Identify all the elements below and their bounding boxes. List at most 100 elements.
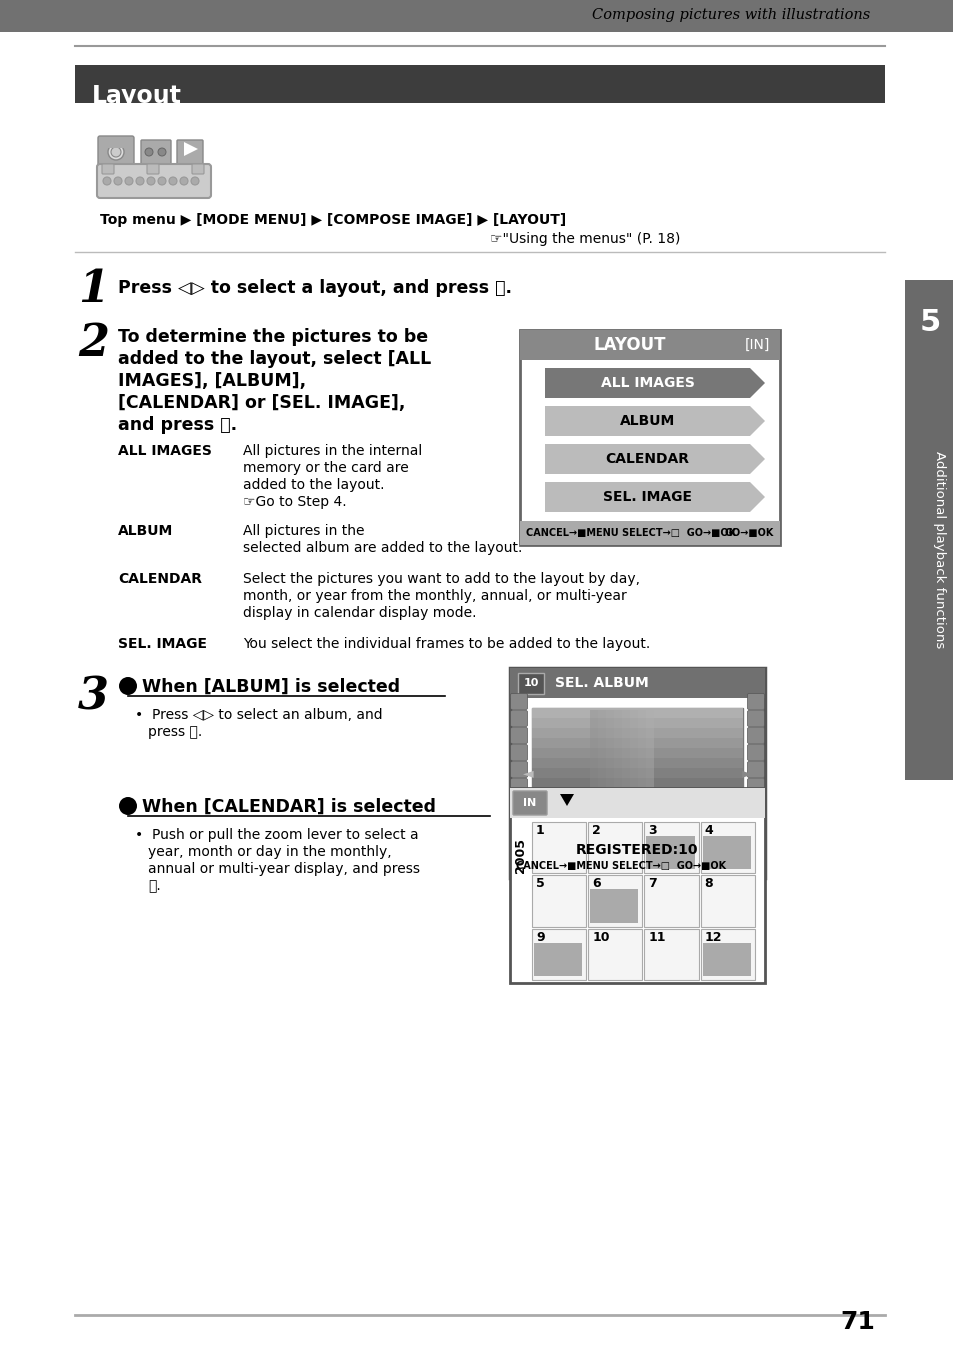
Text: 71: 71 xyxy=(840,1310,874,1334)
Circle shape xyxy=(145,148,152,156)
Text: 5: 5 xyxy=(536,878,544,890)
FancyBboxPatch shape xyxy=(102,164,113,174)
FancyBboxPatch shape xyxy=(147,164,159,174)
Text: 12: 12 xyxy=(704,931,721,943)
Circle shape xyxy=(158,148,166,156)
FancyBboxPatch shape xyxy=(747,847,763,863)
Bar xyxy=(532,828,742,839)
Text: Ⓞ.: Ⓞ. xyxy=(148,879,161,893)
FancyBboxPatch shape xyxy=(510,693,527,710)
Bar xyxy=(532,928,586,980)
FancyBboxPatch shape xyxy=(747,795,763,811)
Text: ☞"Using the menus" (P. 18): ☞"Using the menus" (P. 18) xyxy=(490,232,679,246)
Text: Top menu ▶ [MODE MENU] ▶ [COMPOSE IMAGE] ▶ [LAYOUT]: Top menu ▶ [MODE MENU] ▶ [COMPOSE IMAGE]… xyxy=(100,213,566,227)
Text: All pictures in the: All pictures in the xyxy=(243,524,364,537)
FancyBboxPatch shape xyxy=(510,727,527,744)
Text: •  Push or pull the zoom lever to select a: • Push or pull the zoom lever to select … xyxy=(135,828,418,841)
Polygon shape xyxy=(749,406,764,436)
Bar xyxy=(588,928,641,980)
Text: ►: ► xyxy=(740,765,752,780)
Bar xyxy=(532,875,586,927)
FancyBboxPatch shape xyxy=(510,795,527,811)
Bar xyxy=(700,928,754,980)
Text: month, or year from the monthly, annual, or multi-year: month, or year from the monthly, annual,… xyxy=(243,589,626,603)
Bar xyxy=(614,710,621,836)
Text: 2: 2 xyxy=(592,824,600,837)
Bar xyxy=(532,822,586,874)
Bar xyxy=(532,708,742,839)
Text: Composing pictures with illustrations: Composing pictures with illustrations xyxy=(591,8,869,22)
Bar xyxy=(589,710,598,836)
Text: GO→■OK: GO→■OK xyxy=(724,528,773,537)
Bar xyxy=(510,788,764,982)
Text: 10: 10 xyxy=(523,678,538,688)
Text: ALL IMAGES: ALL IMAGES xyxy=(600,376,694,389)
Polygon shape xyxy=(749,482,764,512)
Polygon shape xyxy=(749,368,764,398)
Text: 4: 4 xyxy=(704,824,713,837)
FancyBboxPatch shape xyxy=(510,711,527,726)
Text: 2: 2 xyxy=(78,322,109,365)
Text: ◄: ◄ xyxy=(522,765,533,780)
FancyBboxPatch shape xyxy=(141,140,171,164)
Bar xyxy=(510,788,764,818)
Text: 2005: 2005 xyxy=(514,839,526,873)
Polygon shape xyxy=(559,794,574,806)
FancyBboxPatch shape xyxy=(747,745,763,760)
Text: memory or the card are: memory or the card are xyxy=(243,461,408,475)
Text: Additional playback functions: Additional playback functions xyxy=(933,452,945,649)
Bar xyxy=(510,668,764,697)
Text: IN: IN xyxy=(523,798,536,807)
Text: Select the pictures you want to add to the layout by day,: Select the pictures you want to add to t… xyxy=(243,573,639,586)
Bar xyxy=(519,330,780,546)
Text: CANCEL→■MENU SELECT→□  GO→■OK: CANCEL→■MENU SELECT→□ GO→■OK xyxy=(516,860,725,871)
Bar xyxy=(532,798,742,807)
FancyBboxPatch shape xyxy=(747,727,763,744)
FancyBboxPatch shape xyxy=(747,829,763,845)
Bar xyxy=(588,822,641,874)
Bar xyxy=(644,875,698,927)
Circle shape xyxy=(113,176,122,185)
Text: 1: 1 xyxy=(536,824,544,837)
FancyBboxPatch shape xyxy=(510,813,527,829)
Bar xyxy=(75,65,884,103)
Text: and press Ⓞ.: and press Ⓞ. xyxy=(118,417,237,434)
Text: selected album are added to the layout.: selected album are added to the layout. xyxy=(243,541,522,555)
Text: CALENDAR: CALENDAR xyxy=(118,573,202,586)
Bar xyxy=(108,140,124,148)
Text: SEL. IMAGE: SEL. IMAGE xyxy=(118,636,207,651)
Circle shape xyxy=(108,144,124,160)
Bar xyxy=(590,889,638,923)
Polygon shape xyxy=(749,444,764,474)
Text: CALENDAR: CALENDAR xyxy=(605,452,689,465)
Bar xyxy=(904,280,953,780)
FancyBboxPatch shape xyxy=(510,745,527,760)
FancyBboxPatch shape xyxy=(510,779,527,794)
Text: ALBUM: ALBUM xyxy=(619,414,675,427)
Text: added to the layout.: added to the layout. xyxy=(243,478,384,493)
Text: You select the individual frames to be added to the layout.: You select the individual frames to be a… xyxy=(243,636,650,651)
Circle shape xyxy=(119,797,137,816)
Text: When [CALENDAR] is selected: When [CALENDAR] is selected xyxy=(142,798,436,816)
Bar xyxy=(532,718,742,727)
FancyBboxPatch shape xyxy=(510,761,527,778)
Text: 8: 8 xyxy=(704,878,713,890)
Bar xyxy=(644,822,698,874)
Circle shape xyxy=(169,176,177,185)
FancyBboxPatch shape xyxy=(747,813,763,829)
Text: 3: 3 xyxy=(648,824,657,837)
Bar xyxy=(0,0,953,33)
Polygon shape xyxy=(184,142,198,156)
Circle shape xyxy=(119,677,137,695)
FancyBboxPatch shape xyxy=(97,164,211,198)
Text: •  Press ◁▷ to select an album, and: • Press ◁▷ to select an album, and xyxy=(135,708,382,722)
Bar xyxy=(532,738,742,748)
FancyBboxPatch shape xyxy=(510,847,527,863)
FancyBboxPatch shape xyxy=(747,693,763,710)
Bar xyxy=(532,818,742,828)
Bar xyxy=(588,875,641,927)
Circle shape xyxy=(136,176,144,185)
Text: added to the layout, select [ALL: added to the layout, select [ALL xyxy=(118,350,431,368)
Text: When [ALBUM] is selected: When [ALBUM] is selected xyxy=(142,678,399,696)
Text: CANCEL→■MENU SELECT→□  GO→■OK: CANCEL→■MENU SELECT→□ GO→■OK xyxy=(525,528,736,537)
